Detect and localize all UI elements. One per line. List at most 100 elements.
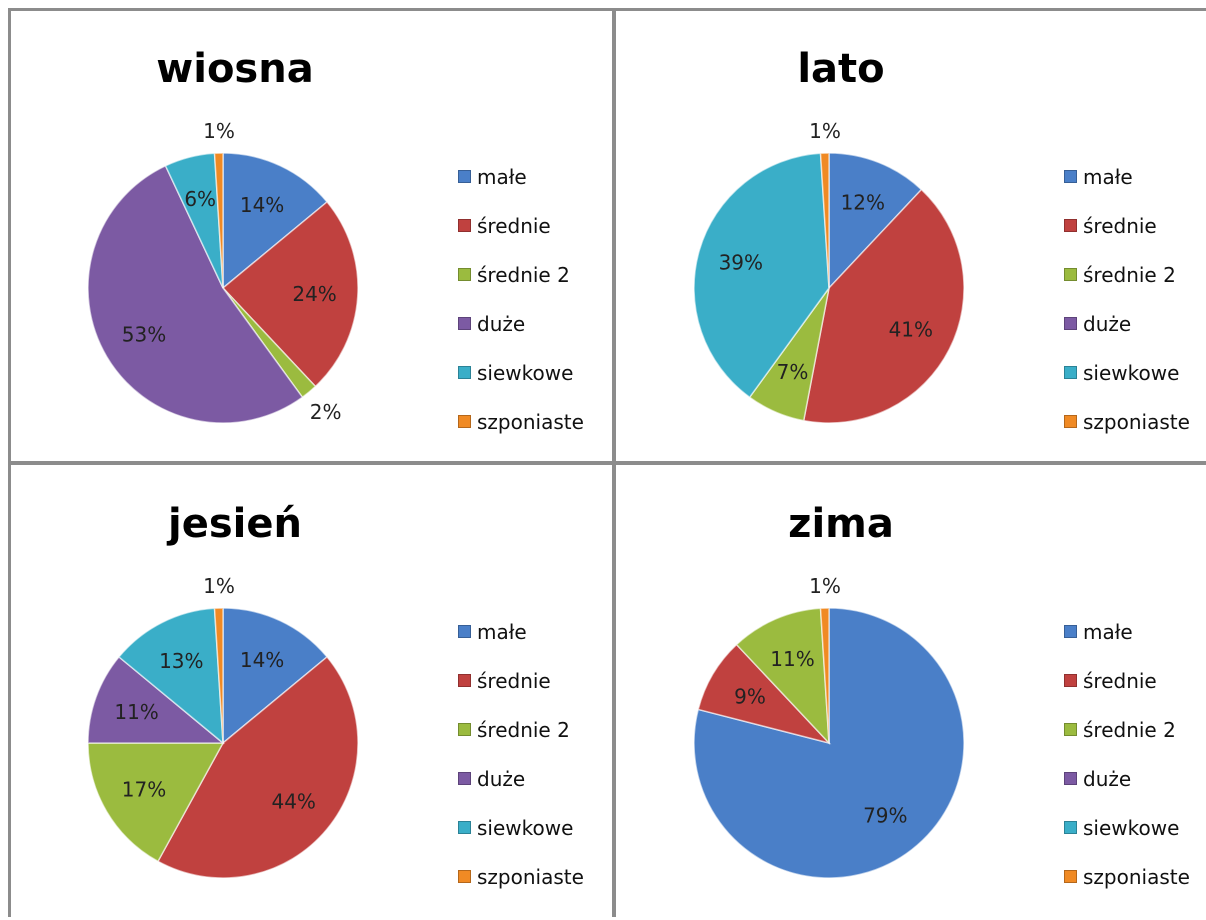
legend-label: małe: [1083, 619, 1133, 644]
pie-chart: 79% 9%11% 1%: [693, 574, 965, 879]
data-label-srednie: 9%: [734, 684, 766, 708]
data-label-srednie: 24%: [292, 282, 336, 306]
legend-item-duze: duże: [1064, 299, 1190, 348]
legend-swatch: [458, 821, 471, 834]
pie-chart: 14% 44% 17% 11% 13% 1%: [87, 574, 359, 879]
legend-swatch: [1064, 415, 1077, 428]
data-label-siewkowe: 6%: [184, 187, 216, 211]
legend-item-duze: duże: [458, 754, 584, 803]
data-label-male: 14%: [240, 193, 284, 217]
data-label-srednie: 41%: [889, 318, 933, 342]
legend-swatch: [1064, 317, 1077, 330]
pie-slice-male: [222, 152, 329, 290]
chart-panel-lato: lato 12% 41% 7% 39% 1% małe średnie średnie 2 d…: [616, 10, 1206, 465]
legend-swatch: [1064, 219, 1077, 232]
legend-label: średnie: [1083, 668, 1157, 693]
legend-item-srednie-2: średnie 2: [1064, 705, 1190, 754]
legend-item-szponiaste: szponiaste: [458, 852, 584, 901]
legend-item-szponiaste: szponiaste: [1064, 852, 1190, 901]
legend-swatch: [458, 674, 471, 687]
data-label-male: 12%: [841, 191, 885, 215]
legend-item-srednie-2: średnie 2: [458, 705, 584, 754]
legend-label: średnie 2: [477, 262, 570, 287]
legend-item-szponiaste: szponiaste: [1064, 397, 1190, 446]
legend-label: małe: [1083, 164, 1133, 189]
chart-panel-wiosna: wiosna 14% 24% 2% 53% 6% 1% małe średnie średni…: [10, 10, 610, 465]
legend: małe średnie średnie 2 duże siewkowe szponias…: [1064, 607, 1190, 901]
legend-swatch: [1064, 821, 1077, 834]
legend-item-siewkowe: siewkowe: [458, 348, 584, 397]
legend-label: duże: [1083, 766, 1132, 791]
legend-item-siewkowe: siewkowe: [1064, 803, 1190, 852]
legend-swatch: [1064, 170, 1077, 183]
pie-slice-szponiaste: [819, 607, 830, 744]
legend-item-srednie: średnie: [1064, 656, 1190, 705]
chart-title: jesień: [168, 501, 302, 547]
legend-label: średnie 2: [1083, 717, 1176, 742]
legend-item-male: małe: [1064, 607, 1190, 656]
data-label-siewkowe: 39%: [719, 250, 763, 274]
data-label-male: 79%: [863, 804, 907, 828]
legend-item-srednie: średnie: [1064, 201, 1190, 250]
legend-item-male: małe: [458, 152, 584, 201]
pie-slice-szponiaste: [213, 607, 224, 744]
pie-chart: 12% 41% 7% 39% 1%: [693, 119, 965, 424]
legend-label: małe: [477, 619, 527, 644]
chart-title: zima: [788, 501, 894, 547]
legend-item-srednie-2: średnie 2: [458, 250, 584, 299]
legend-item-male: małe: [458, 607, 584, 656]
legend-item-siewkowe: siewkowe: [458, 803, 584, 852]
legend-swatch: [458, 170, 471, 183]
legend-label: siewkowe: [477, 815, 574, 840]
legend-label: duże: [477, 766, 526, 791]
legend-item-srednie: średnie: [458, 201, 584, 250]
legend-swatch: [1064, 366, 1077, 379]
data-label-srednie-2: 17%: [122, 778, 166, 802]
legend-item-szponiaste: szponiaste: [458, 397, 584, 446]
data-label-szponiaste: 1%: [809, 119, 841, 143]
legend-swatch: [1064, 870, 1077, 883]
frame-top: [8, 8, 1206, 11]
legend-label: szponiaste: [477, 409, 584, 434]
pie-slice-male: [828, 152, 923, 290]
chart-panel-jesien: jesień 14% 44% 17% 11% 13% 1% małe średnie śred…: [10, 465, 610, 920]
horizontal-divider: [8, 461, 1206, 465]
legend-item-duze: duże: [1064, 754, 1190, 803]
data-label-srednie: 44%: [271, 790, 315, 814]
legend-label: siewkowe: [477, 360, 574, 385]
legend-swatch: [458, 219, 471, 232]
legend-label: średnie: [477, 668, 551, 693]
pie-slice-male: [222, 607, 329, 745]
legend-swatch: [1064, 674, 1077, 687]
legend-label: średnie 2: [1083, 262, 1176, 287]
legend-label: szponiaste: [477, 864, 584, 889]
legend-label: szponiaste: [1083, 409, 1190, 434]
legend-swatch: [458, 772, 471, 785]
legend-swatch: [1064, 723, 1077, 736]
legend-swatch: [458, 415, 471, 428]
legend-item-duze: duże: [458, 299, 584, 348]
pie-slice-srednie: [221, 200, 359, 388]
data-label-duze: 53%: [122, 323, 166, 347]
pie-slice-szponiaste: [213, 152, 224, 289]
legend-item-srednie: średnie: [458, 656, 584, 705]
legend-label: średnie: [477, 213, 551, 238]
data-label-szponiaste: 1%: [203, 574, 235, 598]
pie-slice-srednie-2: [735, 607, 830, 746]
legend-swatch: [1064, 772, 1077, 785]
pie-slice-siewkowe: [117, 607, 224, 745]
pie-slice-duze: [87, 655, 226, 744]
legend-swatch: [458, 723, 471, 736]
legend-label: duże: [477, 311, 526, 336]
data-label-srednie-2: 7%: [777, 360, 809, 384]
pie-slice-srednie-2: [87, 742, 225, 863]
data-label-male: 14%: [240, 648, 284, 672]
legend-swatch: [1064, 625, 1077, 638]
legend-label: średnie: [1083, 213, 1157, 238]
pie-slice-szponiaste: [819, 152, 830, 289]
pie-chart: 14% 24% 2% 53% 6% 1%: [87, 119, 359, 424]
legend-swatch: [458, 366, 471, 379]
chart-title: lato: [797, 46, 885, 92]
legend-label: siewkowe: [1083, 815, 1180, 840]
data-label-srednie-2: 11%: [770, 647, 814, 671]
